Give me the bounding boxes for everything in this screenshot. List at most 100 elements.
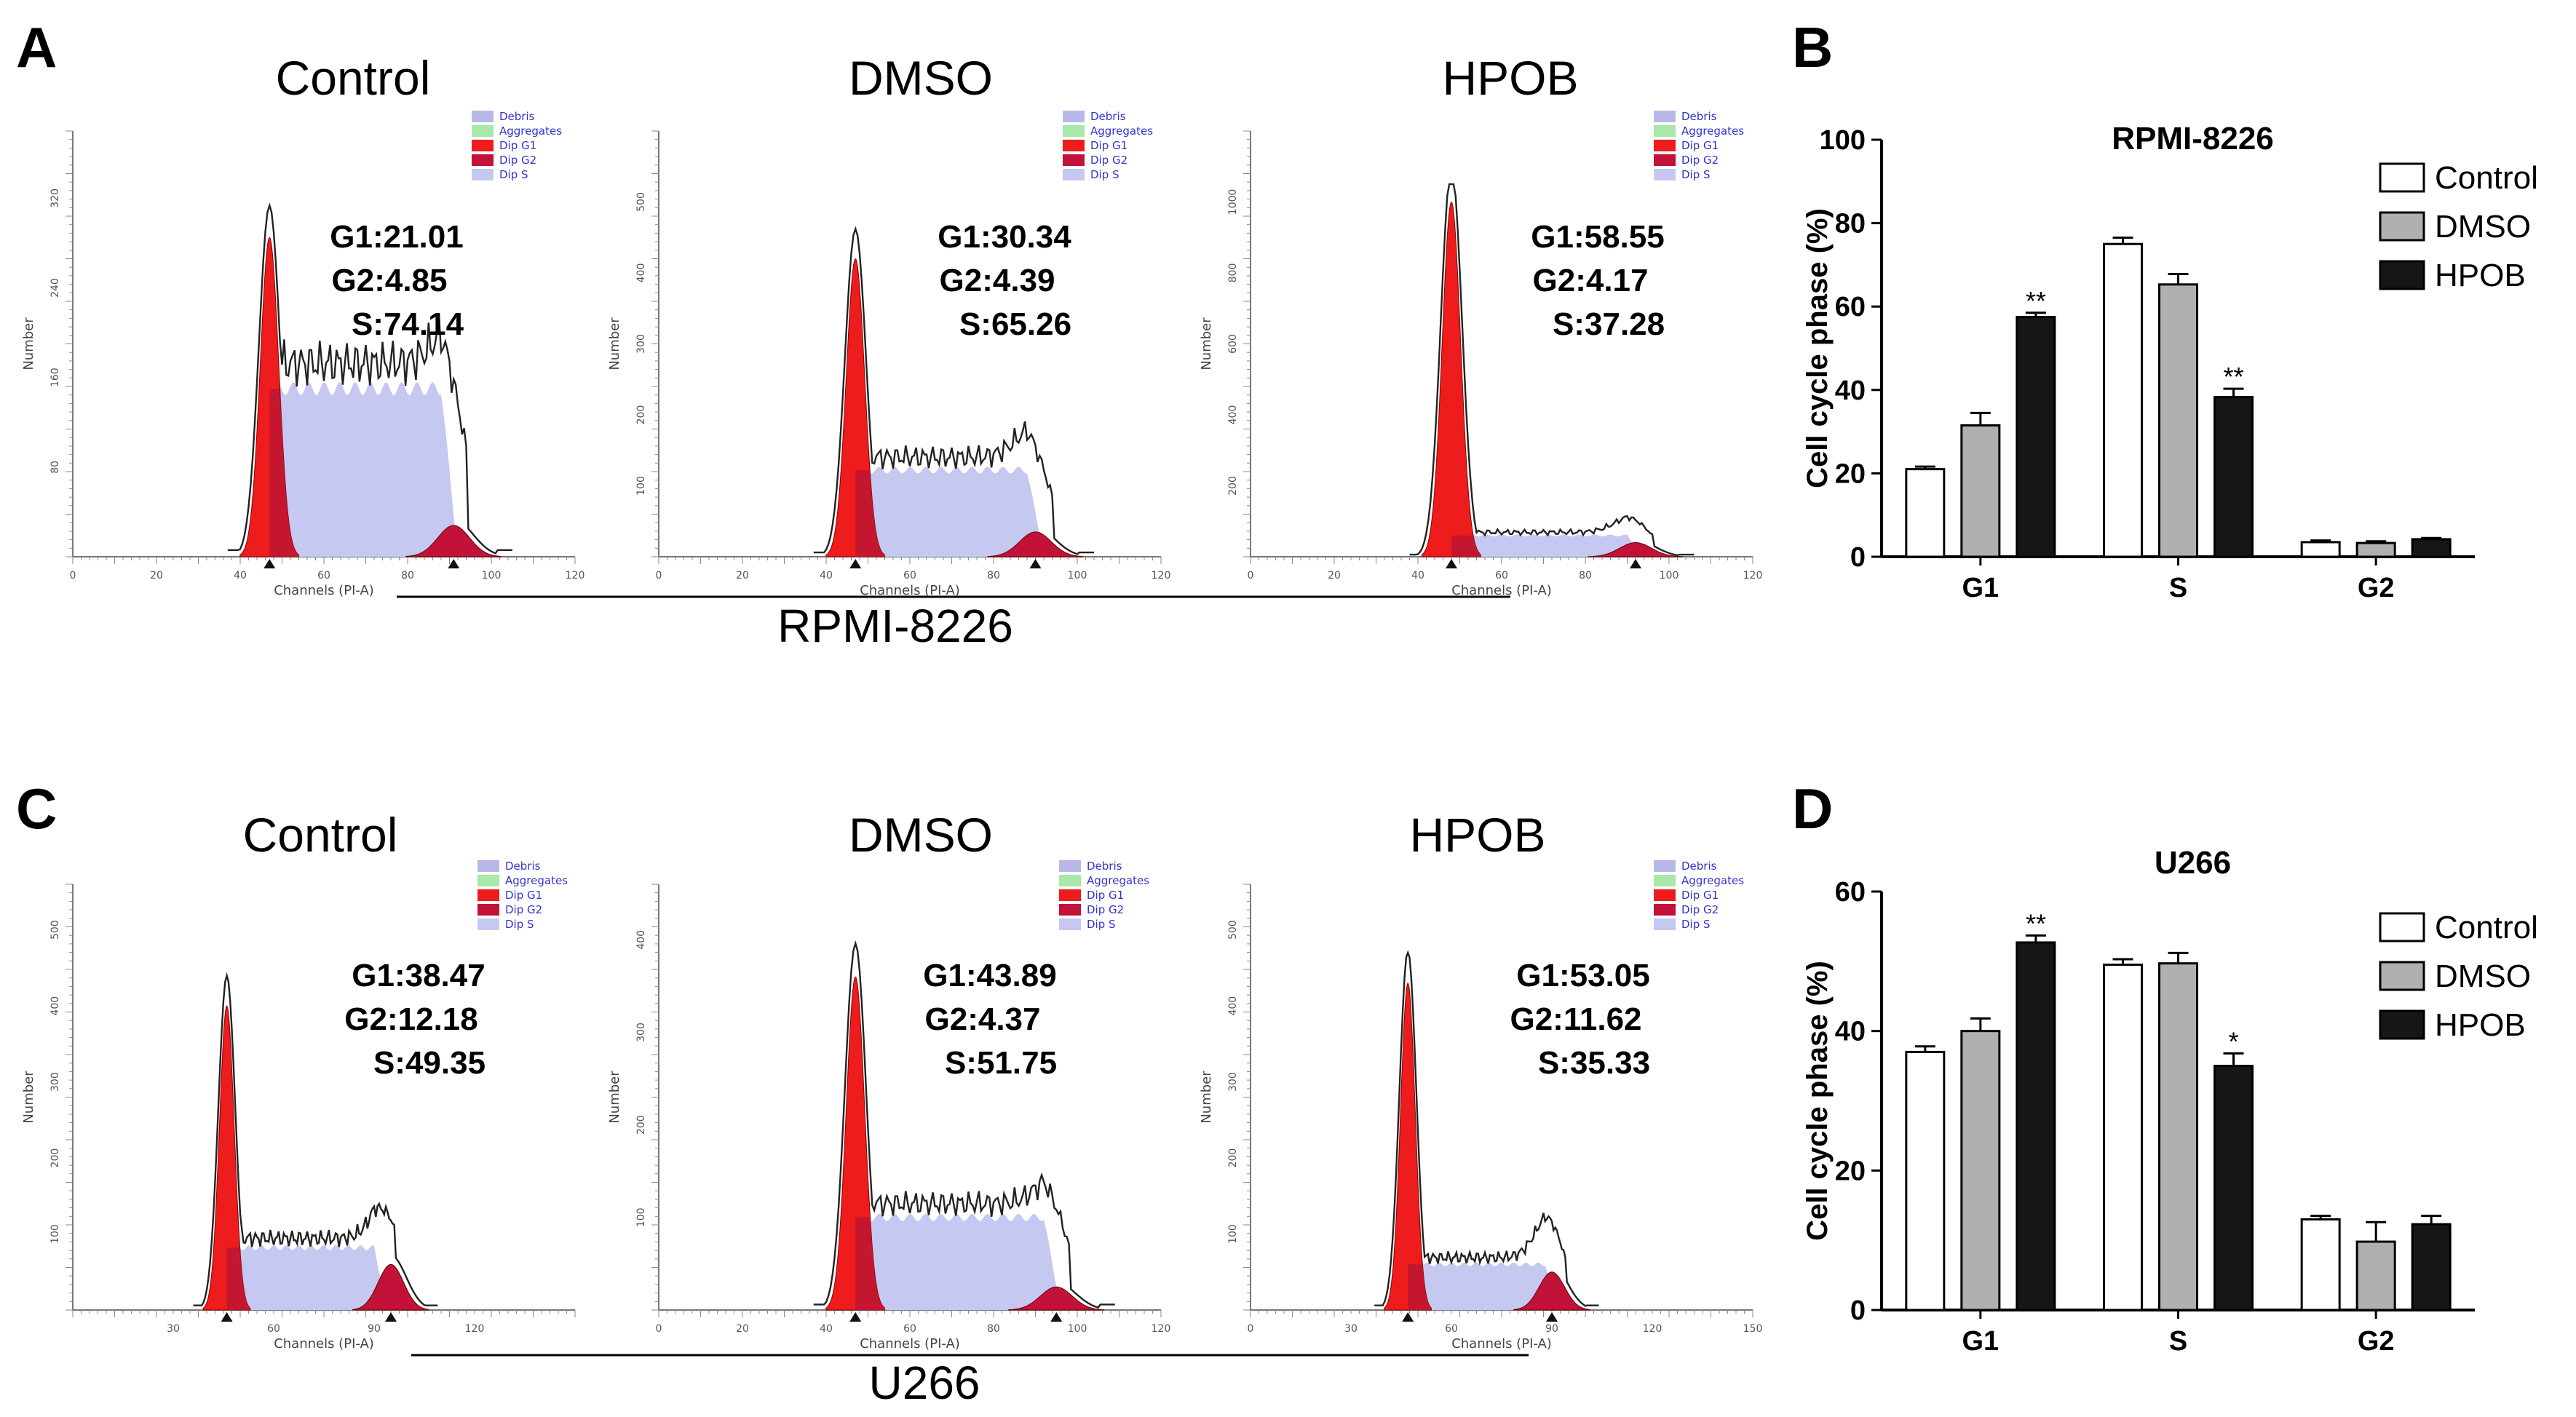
histogram-legend-swatch — [1654, 125, 1676, 137]
histogram-legend-label: Aggregates — [1090, 124, 1153, 138]
histogram-x-tick-label: 120 — [1152, 570, 1171, 582]
stat-g2: G2:11.62 — [1510, 1001, 1641, 1037]
histogram-title: HPOB — [1409, 808, 1545, 862]
histogram-legend-label: Dip G2 — [505, 903, 542, 916]
histogram-x-tick-label: 90 — [1545, 1323, 1558, 1335]
dip-g2-peak — [1008, 1286, 1104, 1311]
histogram-legend-label: Debris — [1681, 110, 1717, 123]
bar-hpob-s — [2214, 396, 2254, 558]
histogram-x-label: Channels (PI-A) — [860, 1336, 960, 1351]
histogram-legend-swatch — [1059, 889, 1081, 901]
bar-legend-swatch — [2379, 961, 2425, 991]
histogram-x-label: Channels (PI-A) — [274, 583, 374, 598]
histogram-legend-label: Aggregates — [1087, 874, 1149, 887]
histogram-legend-swatch — [1654, 860, 1676, 872]
bar-legend-swatch — [2379, 162, 2425, 193]
histogram-x-tick-label: 60 — [903, 1323, 916, 1335]
bar-legend-swatch — [2379, 1009, 2425, 1040]
stat-g2: G2:12.18 — [344, 1001, 477, 1037]
histogram-x-tick-label: 60 — [267, 1323, 280, 1335]
histogram-legend-label: Dip G2 — [1681, 903, 1719, 916]
peak-marker-triangle — [263, 559, 276, 568]
peak-marker-triangle — [1402, 1312, 1414, 1322]
g1-s-overlap — [226, 1247, 250, 1310]
histogram-x-tick-label: 150 — [1743, 1323, 1763, 1335]
histogram-y-tick-label: 160 — [49, 368, 61, 387]
histogram-x-tick-label: 60 — [1495, 570, 1508, 582]
histogram-y-tick-label: 200 — [1227, 476, 1239, 496]
histogram-x-tick-label: 20 — [736, 1323, 749, 1335]
histogram-x-tick-label: 100 — [482, 570, 502, 582]
histogram-x-tick-label: 20 — [150, 570, 163, 582]
histogram-legend-swatch — [1063, 169, 1085, 180]
g1-s-overlap — [269, 389, 299, 557]
stat-s: S:35.33 — [1538, 1045, 1650, 1081]
bar-y-tick-label: 60 — [1835, 292, 1866, 322]
histogram-y-tick-label: 400 — [635, 930, 647, 950]
histogram-y-tick-label: 200 — [1227, 1148, 1239, 1168]
bar-legend-label: DMSO — [2435, 958, 2531, 994]
observed-histogram-line — [193, 972, 438, 1306]
histogram-legend-swatch — [472, 154, 494, 166]
peak-marker-triangle — [1050, 1312, 1063, 1322]
bar-legend-label: Control — [2435, 910, 2538, 945]
histogram-x-tick-label: 0 — [1248, 570, 1254, 582]
histogram-rpmi-8226-dmso: DMSO 0 20 40 60 80 100 120 100 200 300 400 500 Channe… — [607, 51, 1170, 598]
histogram-legend-swatch — [1063, 125, 1085, 137]
histogram-y-tick-label: 500 — [49, 920, 61, 940]
histogram-legend-label: Dip G2 — [1090, 154, 1128, 167]
bar-y-tick-label: 0 — [1850, 542, 1866, 573]
bar-control-g1 — [1905, 468, 1946, 558]
peak-marker-triangle — [1446, 559, 1457, 568]
significance-marker: ** — [2026, 286, 2046, 316]
histogram-u266-dmso: DMSO 0 20 40 60 80 100 120 100 200 300 400 Channels … — [607, 808, 1170, 1351]
dip-g2-peak — [1587, 542, 1684, 557]
bar-hpob-g1 — [2016, 316, 2056, 558]
bar-category-label: G2 — [2358, 573, 2395, 603]
histogram-x-tick-label: 40 — [820, 1323, 833, 1335]
rpmi-group-label: RPMI-8226 — [777, 600, 1013, 652]
bar-dmso-s — [2158, 283, 2198, 558]
dip-s-region — [210, 1245, 388, 1310]
dip-s-region — [1391, 1262, 1559, 1310]
stat-g1: G1:30.34 — [938, 219, 1071, 255]
histogram-y-label: Number — [1199, 317, 1214, 370]
bar-hpob-g1 — [2016, 941, 2056, 1311]
histogram-y-tick-label: 400 — [1227, 996, 1239, 1016]
dip-g2-peak — [405, 525, 502, 557]
histogram-legend-label: Dip G2 — [1087, 903, 1124, 916]
histogram-y-tick-label: 400 — [49, 996, 61, 1016]
histogram-legend-label: Debris — [1087, 860, 1122, 873]
histogram-x-tick-label: 60 — [1445, 1323, 1458, 1335]
histogram-x-tick-label: 0 — [1248, 1323, 1254, 1335]
histogram-y-tick-label: 300 — [635, 1023, 647, 1042]
bar-dmso-g1 — [1960, 1030, 2001, 1311]
histogram-legend-label: Dip G2 — [499, 154, 536, 167]
histogram-legend-swatch — [477, 875, 499, 886]
histogram-y-label: Number — [607, 1071, 622, 1124]
histogram-panels: Control 0 20 40 60 80 100 120 80 160 240 320 Channel… — [21, 51, 1762, 1351]
peak-marker-triangle — [448, 559, 460, 568]
bar-legend-swatch — [2379, 211, 2425, 242]
bar-y-tick-label: 40 — [1835, 1017, 1866, 1047]
stat-s: S:37.28 — [1553, 306, 1665, 342]
observed-histogram-line — [1374, 950, 1599, 1307]
histogram-legend-swatch — [477, 904, 499, 916]
bar-chart-u266: U266 0 20 40 60 Cell cycle phase (%) G1 ** S * G2 C… — [1802, 845, 2538, 1357]
histogram-legend-swatch — [477, 860, 499, 872]
peak-marker-triangle — [1029, 559, 1042, 568]
bar-dmso-g2 — [2355, 1240, 2396, 1311]
bar-control-g1 — [1905, 1050, 1946, 1311]
histogram-legend-label: Aggregates — [1681, 874, 1744, 887]
histogram-x-tick-label: 90 — [368, 1323, 381, 1335]
histogram-y-tick-label: 500 — [1227, 920, 1239, 940]
g1-s-overlap — [1408, 1264, 1432, 1310]
histogram-x-tick-label: 80 — [401, 570, 414, 582]
bar-chart-rpmi-8226: RPMI-8226 0 20 40 60 80 100 Cell cycle phase (%… — [1802, 121, 2538, 603]
bar-y-tick-label: 20 — [1835, 1156, 1866, 1186]
panel-label-a: A — [16, 15, 57, 79]
histogram-legend-swatch — [1654, 904, 1676, 916]
bar-dmso-s — [2158, 962, 2198, 1311]
peak-marker-triangle — [849, 1312, 862, 1322]
histogram-legend-swatch — [1654, 140, 1676, 151]
